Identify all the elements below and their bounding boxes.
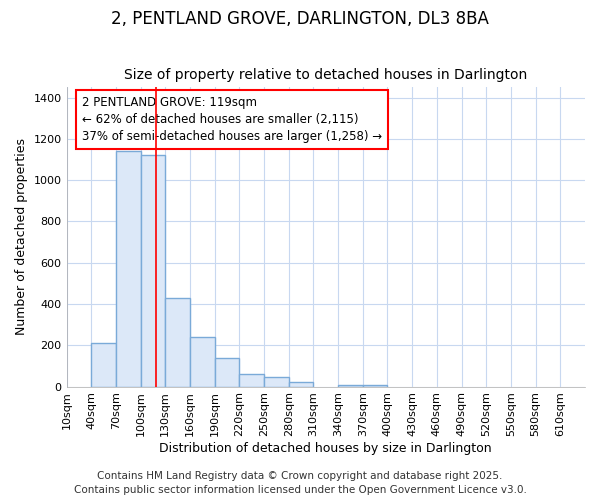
Y-axis label: Number of detached properties: Number of detached properties [15,138,28,336]
Bar [140,156,165,386]
X-axis label: Distribution of detached houses by size in Darlington: Distribution of detached houses by size … [160,442,492,455]
Bar [363,384,388,386]
Bar [239,374,264,386]
Title: Size of property relative to detached houses in Darlington: Size of property relative to detached ho… [124,68,527,82]
Text: 2, PENTLAND GROVE, DARLINGTON, DL3 8BA: 2, PENTLAND GROVE, DARLINGTON, DL3 8BA [111,10,489,28]
Bar [264,378,289,386]
Bar [116,152,140,386]
Text: 2 PENTLAND GROVE: 119sqm
← 62% of detached houses are smaller (2,115)
37% of sem: 2 PENTLAND GROVE: 119sqm ← 62% of detach… [82,96,382,144]
Bar [190,337,215,386]
Bar [215,358,239,386]
Bar [289,382,313,386]
Bar [165,298,190,386]
Text: Contains HM Land Registry data © Crown copyright and database right 2025.
Contai: Contains HM Land Registry data © Crown c… [74,471,526,495]
Bar [91,343,116,386]
Bar [338,384,363,386]
